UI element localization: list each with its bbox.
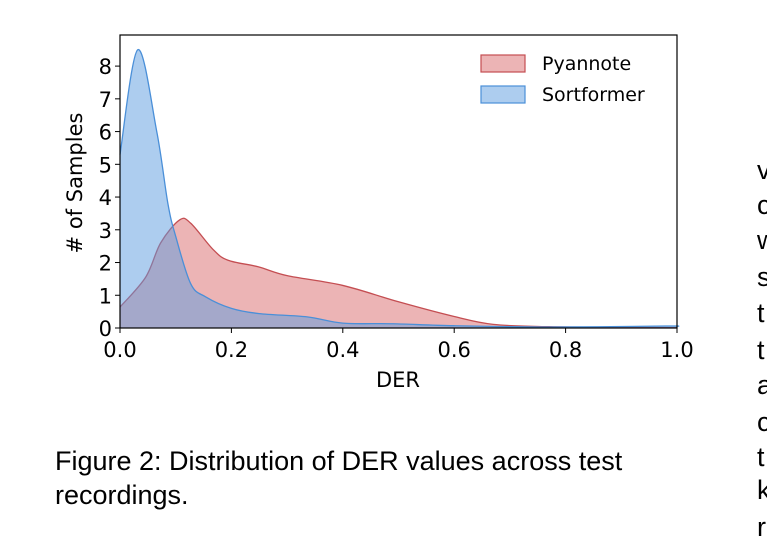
legend-label-pyannote: Pyannote [542, 53, 631, 75]
x-axis-ticks: 0.0 0.2 0.4 0.6 0.8 1.0 [103, 328, 694, 362]
y-tick-label: 3 [99, 219, 112, 243]
body-text-fragment: w [757, 225, 767, 255]
body-text-fragment: t [757, 442, 765, 472]
x-tick-label: 0.0 [103, 338, 136, 362]
body-text-fragment: k [757, 475, 767, 505]
x-tick-label: 0.2 [215, 338, 248, 362]
x-tick-label: 0.8 [549, 338, 582, 362]
body-text-fragment: c [757, 190, 767, 220]
x-tick-label: 0.6 [437, 338, 470, 362]
y-axis-ticks: 0 1 2 3 4 5 6 7 8 [99, 55, 120, 341]
x-tick-label: 1.0 [660, 338, 693, 362]
y-tick-label: 2 [99, 252, 112, 276]
x-axis-label: DER [376, 368, 420, 392]
area-pyannote [120, 218, 677, 328]
body-text-fragment: s [757, 262, 767, 292]
y-axis-label: # of Samples [63, 113, 87, 254]
body-text-fragment: t [757, 298, 765, 328]
body-text-fragment: r [757, 512, 766, 542]
y-tick-label: 7 [99, 88, 112, 112]
y-tick-label: 4 [99, 186, 112, 210]
legend: Pyannote Sortformer [480, 53, 645, 106]
axes-frame [119, 34, 678, 329]
y-tick-label: 1 [99, 284, 112, 308]
y-tick-label: 6 [99, 121, 112, 145]
legend-label-sortformer: Sortformer [542, 84, 645, 106]
x-tick-label: 0.4 [326, 338, 359, 362]
area-sortformer [120, 49, 679, 328]
legend-swatch-sortformer [480, 85, 526, 104]
y-tick-label: 8 [99, 55, 112, 79]
body-text-fragment: t [757, 335, 765, 365]
body-text-fragment: a [757, 370, 767, 400]
body-text-fragment: c [757, 407, 767, 437]
body-text-fragment: v [757, 155, 767, 185]
y-tick-label: 5 [99, 153, 112, 177]
figure-caption: Figure 2: Distribution of DER values acr… [55, 446, 623, 510]
y-tick-label: 0 [99, 317, 112, 341]
legend-swatch-pyannote [480, 54, 526, 73]
line-sortformer [119, 49, 680, 328]
plot-areas [119, 49, 680, 329]
